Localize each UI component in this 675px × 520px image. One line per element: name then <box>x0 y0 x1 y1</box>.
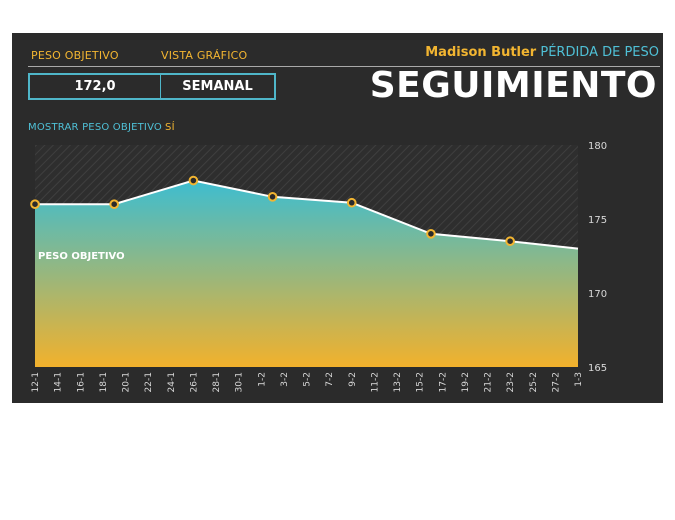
data-point <box>188 175 199 186</box>
x-tick-label: 16-1 <box>76 372 86 392</box>
data-point <box>267 192 278 202</box>
weight-chart: 12-1 14-1 16-1 18-1 20-1 22-1 24-1 26-1 28-1 30-1… <box>30 141 607 392</box>
y-tick-label: 175 <box>588 215 607 226</box>
x-tick-label: 9-2 <box>348 372 358 387</box>
show-target-label: MOSTRAR PESO OBJETIVO <box>28 122 163 133</box>
x-tick-label: 20-1 <box>122 372 132 392</box>
x-tick-label: 28-1 <box>212 372 222 392</box>
header-divider <box>28 66 660 67</box>
view-label: VISTA GRÁFICO <box>161 49 248 62</box>
y-tick-label: 165 <box>588 363 607 374</box>
y-tick-label: 180 <box>588 141 607 152</box>
x-tick-label: 13-2 <box>393 372 403 392</box>
page-title: SEGUIMIENTO <box>369 65 657 106</box>
x-tick-label: 30-1 <box>235 372 245 392</box>
x-tick-label: 12-1 <box>31 372 41 392</box>
x-tick-label: 21-2 <box>484 372 494 392</box>
target-line-label: PESO OBJETIVO <box>38 251 125 262</box>
x-tick-label: 3-2 <box>280 372 290 387</box>
data-point <box>346 197 357 208</box>
data-point <box>426 229 436 239</box>
x-tick-label: 17-2 <box>438 372 448 392</box>
x-tick-label: 24-1 <box>167 372 177 392</box>
y-tick-label: 170 <box>588 289 607 300</box>
x-tick-label: 5-2 <box>303 372 313 387</box>
show-target-toggle[interactable]: MOSTRAR PESO OBJETIVO SÍ <box>28 122 175 133</box>
x-tick-label: 14-1 <box>54 372 64 392</box>
data-point <box>505 236 515 246</box>
view-selector[interactable]: SEMANAL <box>160 73 276 100</box>
x-tick-label: 25-2 <box>529 372 539 392</box>
target-weight-label: PESO OBJETIVO <box>31 49 119 62</box>
x-tick-label: 22-1 <box>144 372 154 392</box>
x-tick-label: 27-2 <box>551 372 561 392</box>
x-tick-label: 26-1 <box>189 372 199 392</box>
data-point <box>109 199 119 209</box>
weight-area <box>35 180 578 367</box>
tracker-panel: PESO OBJETIVO VISTA GRÁFICO 172,0 SEMANA… <box>12 33 663 403</box>
data-point <box>30 199 40 209</box>
user-name: Madison Butler <box>425 45 537 60</box>
show-target-value: SÍ <box>165 122 175 133</box>
subtitle: PÉRDIDA DE PESO <box>540 45 659 60</box>
x-tick-label: 1-3 <box>574 372 584 387</box>
weight-line <box>35 179 579 250</box>
x-tick-label: 1-2 <box>257 372 267 387</box>
x-tick-label: 19-2 <box>461 372 471 392</box>
x-tick-label: 7-2 <box>325 372 335 387</box>
user-heading: Madison Butler PÉRDIDA DE PESO <box>425 45 659 60</box>
x-tick-label: 18-1 <box>99 372 109 392</box>
x-tick-label: 23-2 <box>506 372 516 392</box>
x-tick-label: 11-2 <box>370 372 380 392</box>
x-tick-label: 15-2 <box>416 372 426 392</box>
